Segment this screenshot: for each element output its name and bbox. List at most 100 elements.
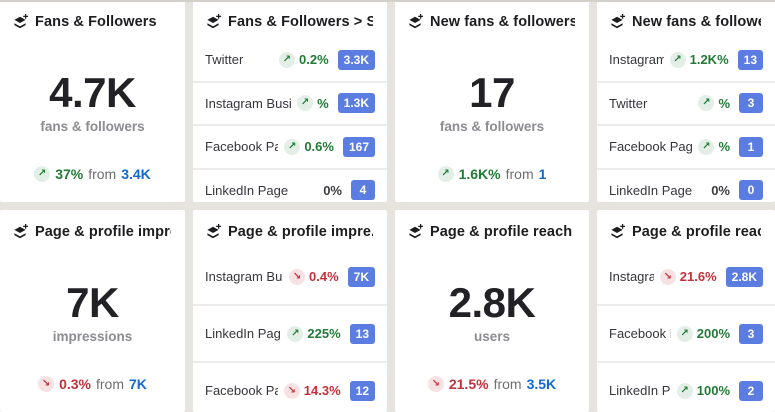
network-label: Facebook Page bbox=[609, 326, 671, 341]
delta-from-label: from bbox=[96, 376, 124, 392]
value-badge: 13 bbox=[349, 323, 375, 344]
delta-percent: 0.3% bbox=[59, 376, 91, 392]
trend-arrow-icon bbox=[676, 325, 693, 342]
widget-header: Page & profile reach bbox=[395, 210, 589, 249]
network-label: Instagram Business bbox=[205, 95, 292, 111]
trend-arrow-icon bbox=[437, 166, 454, 182]
network-label: LinkedIn Page bbox=[205, 326, 282, 341]
trend-arrow-icon bbox=[698, 95, 715, 112]
delta-from-label: from bbox=[505, 166, 534, 182]
trend-arrow-icon bbox=[676, 382, 693, 399]
metric-row: LinkedIn Page 225% 13 bbox=[193, 304, 387, 361]
widget-page-profile-impressions-by-source[interactable]: Page & profile impre... Instagram Busine… bbox=[193, 210, 387, 412]
network-label: LinkedIn Page bbox=[609, 383, 671, 398]
trend-arrow-icon bbox=[38, 376, 55, 392]
delta-percent: 37% bbox=[55, 166, 84, 182]
row-percent: 100% bbox=[696, 383, 730, 398]
metric-delta: 21.5% from 3.5K bbox=[427, 376, 557, 392]
network-label: Twitter bbox=[205, 52, 244, 68]
top-edge-divider bbox=[0, 0, 775, 2]
delta-percent: 21.5% bbox=[448, 376, 489, 392]
value-badge: 1 bbox=[739, 136, 763, 157]
trend-arrow-icon bbox=[289, 268, 306, 285]
metric-label: fans & followers bbox=[439, 118, 545, 134]
delta-from-value: 3.4K bbox=[121, 166, 151, 182]
metric-label: impressions bbox=[52, 328, 133, 344]
row-percent: 1.2K% bbox=[689, 52, 729, 68]
stack-plus-icon bbox=[609, 224, 625, 240]
value-badge: 13 bbox=[737, 49, 763, 70]
widget-header: Page & profile impre... bbox=[193, 210, 387, 249]
metric-delta: 0.3% from 7K bbox=[38, 376, 147, 392]
stack-plus-icon bbox=[407, 14, 423, 30]
metric-value: 7K bbox=[66, 279, 119, 327]
metric-value: 4.7K bbox=[49, 69, 136, 117]
row-percent: 0% bbox=[711, 182, 730, 198]
network-label: Facebook Page bbox=[609, 139, 693, 155]
widget-fans-followers[interactable]: Fans & Followers 4.7K fans & followers 3… bbox=[0, 0, 185, 202]
row-percent: 200% bbox=[696, 326, 730, 341]
metric-row: LinkedIn Page 0% 4 bbox=[193, 167, 387, 203]
row-percent: % bbox=[317, 95, 329, 111]
value-badge: 167 bbox=[342, 136, 375, 157]
widget-page-profile-reach-by-source[interactable]: Page & profile reach ... Instagram Bu...… bbox=[597, 210, 775, 412]
metric-row: Instagram Business % 1.3K bbox=[193, 80, 387, 125]
stack-plus-icon bbox=[407, 224, 423, 240]
widget-title: Page & profile reach ... bbox=[632, 224, 761, 240]
trend-arrow-icon bbox=[659, 268, 676, 285]
value-badge: 1.3K bbox=[337, 93, 375, 114]
widget-fans-followers-by-source[interactable]: Fans & Followers > S... Twitter 0.2% 3.3… bbox=[193, 0, 387, 202]
metric-row: Facebook Page 200% 3 bbox=[597, 304, 775, 361]
network-label: LinkedIn Page bbox=[609, 182, 693, 198]
metric-row: Twitter % 3 bbox=[597, 80, 775, 125]
row-percent: 14.3% bbox=[303, 383, 341, 398]
metric-list: Instagram Bu... 21.6% 2.8K Facebook Page… bbox=[597, 249, 775, 412]
delta-from-label: from bbox=[88, 166, 117, 182]
trend-arrow-icon bbox=[427, 376, 444, 392]
delta-from-value: 3.5K bbox=[526, 376, 557, 392]
widget-header: New fans & followers... bbox=[597, 0, 775, 39]
metric-row: Twitter 0.2% 3.3K bbox=[193, 39, 387, 81]
widget-new-fans-followers[interactable]: New fans & followers 17 fans & followers… bbox=[395, 0, 589, 202]
trend-arrow-icon bbox=[34, 166, 51, 182]
network-label: Facebook Page bbox=[205, 383, 278, 398]
row-percent: 225% bbox=[307, 326, 341, 341]
widget-body: 7K impressions 0.3% from 7K bbox=[0, 249, 185, 412]
network-label: LinkedIn Page bbox=[205, 182, 289, 198]
metric-value: 17 bbox=[469, 69, 515, 117]
metric-label: fans & followers bbox=[40, 118, 145, 134]
delta-percent: 1.6K% bbox=[458, 166, 501, 182]
metric-list: Twitter 0.2% 3.3K Instagram Business % 1… bbox=[193, 39, 387, 202]
network-label: Facebook Page bbox=[205, 139, 279, 155]
metric-row: Instagram Bu... 21.6% 2.8K bbox=[597, 249, 775, 304]
widget-header: New fans & followers bbox=[395, 0, 589, 39]
value-badge: 2 bbox=[739, 380, 763, 401]
delta-from-value: 7K bbox=[129, 376, 147, 392]
stack-plus-icon bbox=[12, 224, 28, 240]
metric-row: Facebook Page 0.6% 167 bbox=[193, 124, 387, 168]
row-percent: % bbox=[718, 95, 730, 111]
widget-title: Page & profile impre... bbox=[228, 224, 373, 240]
metric-list: Instagram Business 0.4% 7K LinkedIn Page… bbox=[193, 249, 387, 412]
widget-new-fans-followers-by-source[interactable]: New fans & followers... Instagram Busi..… bbox=[597, 0, 775, 202]
widget-body: 17 fans & followers 1.6K% from 1 bbox=[395, 39, 589, 202]
widget-title: Page & profile impre... bbox=[35, 224, 171, 240]
row-percent: 0% bbox=[323, 182, 342, 198]
network-label: Twitter bbox=[609, 95, 648, 111]
widget-page-profile-reach[interactable]: Page & profile reach 2.8K users 21.5% fr… bbox=[395, 210, 589, 412]
metric-row: Instagram Busi... 1.2K% 13 bbox=[597, 39, 775, 81]
row-percent: 0.4% bbox=[309, 269, 339, 284]
widget-body: 2.8K users 21.5% from 3.5K bbox=[395, 249, 589, 412]
network-label: Instagram Business bbox=[205, 269, 283, 284]
metric-row: Facebook Page 14.3% 12 bbox=[193, 361, 387, 412]
value-badge: 7K bbox=[347, 266, 375, 287]
widget-page-profile-impressions[interactable]: Page & profile impre... 7K impressions 0… bbox=[0, 210, 185, 412]
metric-label: users bbox=[473, 328, 511, 344]
widget-title: Fans & Followers > S... bbox=[228, 14, 373, 30]
stack-plus-icon bbox=[609, 14, 625, 30]
metric-delta: 37% from 3.4K bbox=[34, 166, 151, 182]
widget-header: Fans & Followers bbox=[0, 0, 185, 39]
trend-arrow-icon bbox=[669, 51, 686, 68]
value-badge: 3.3K bbox=[337, 49, 375, 70]
